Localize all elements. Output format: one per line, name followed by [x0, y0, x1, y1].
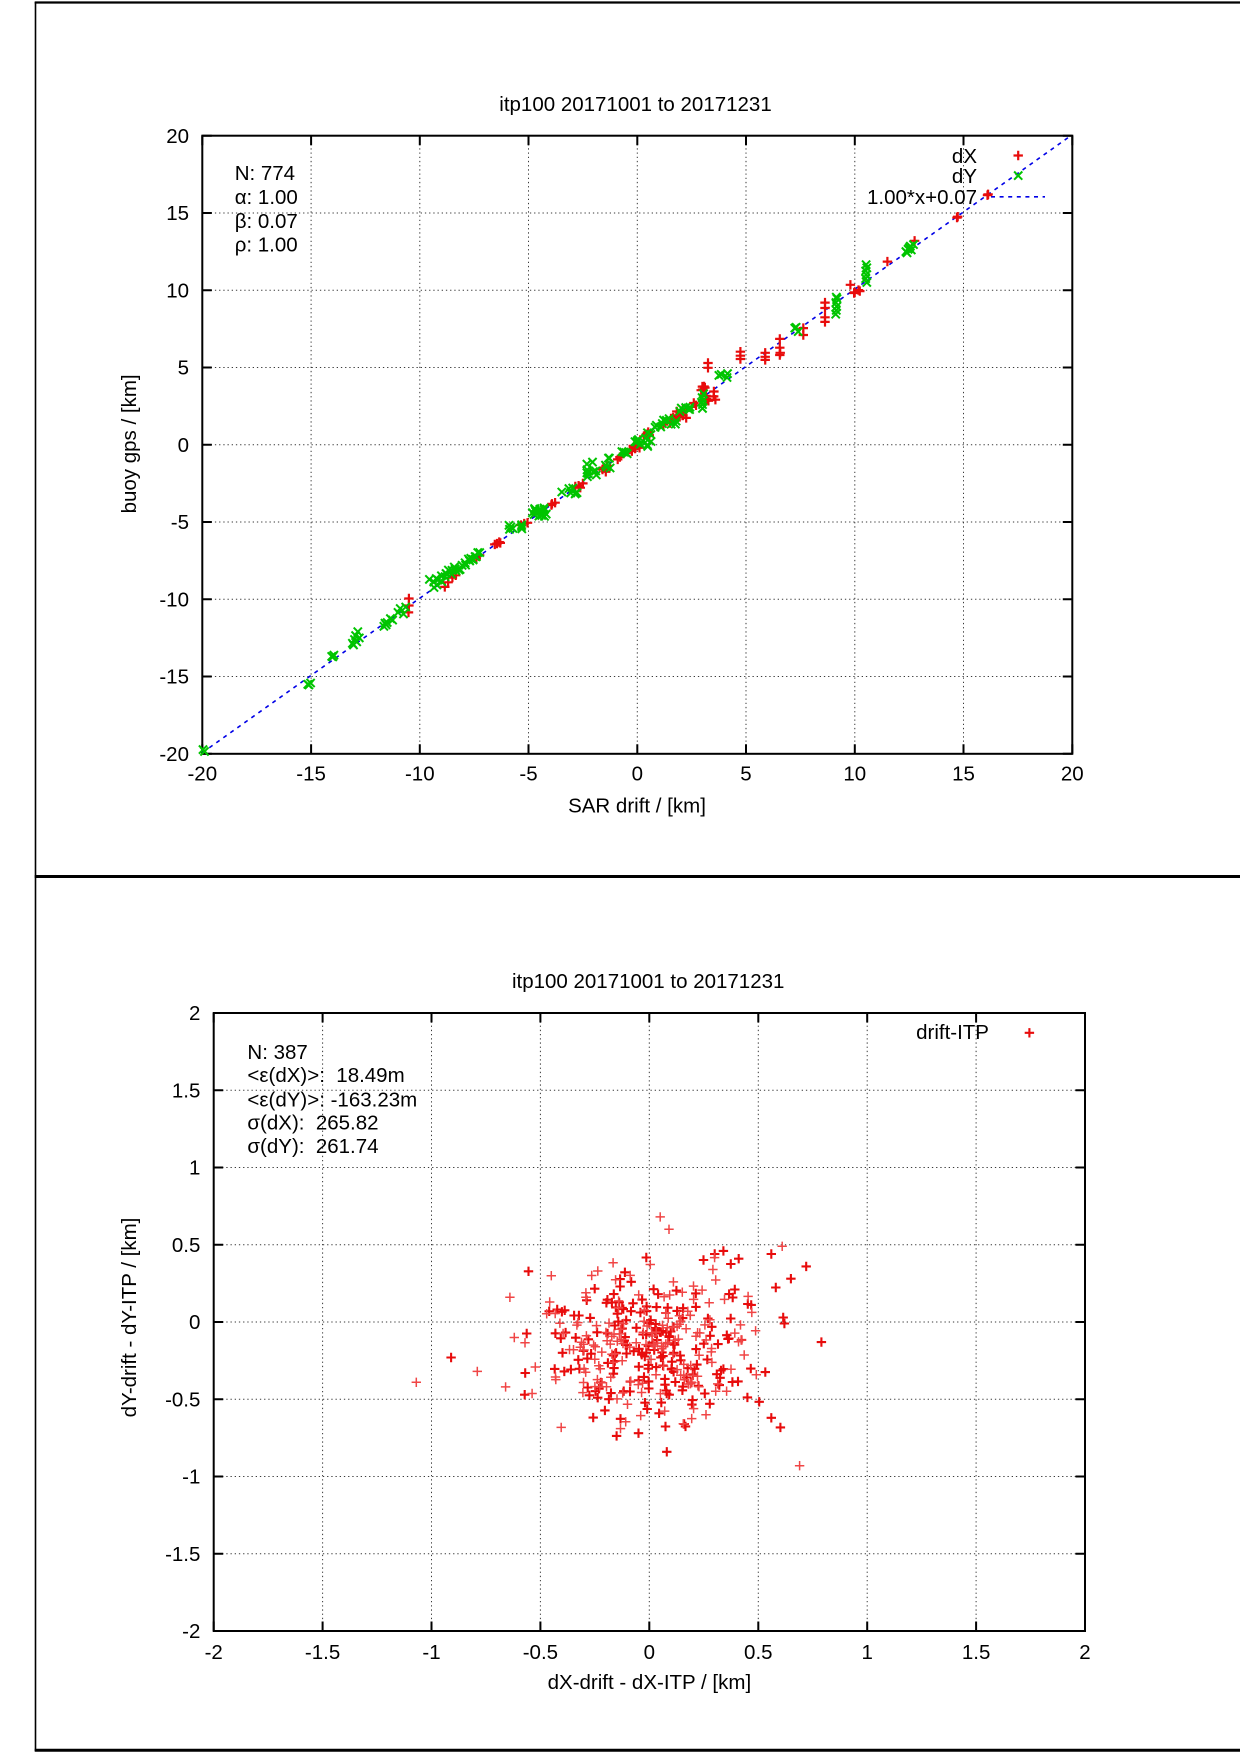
- svg-text:-1: -1: [422, 1641, 440, 1664]
- svg-text:0.5: 0.5: [744, 1641, 773, 1664]
- svg-text:β: 0.07: β: 0.07: [235, 210, 298, 233]
- svg-text:<ε(dX)>: 18.49m: <ε(dX)>: 18.49m: [247, 1064, 404, 1087]
- svg-text:α: 1.00: α: 1.00: [235, 186, 298, 209]
- svg-text:1.5: 1.5: [172, 1080, 201, 1103]
- svg-text:1: 1: [861, 1641, 872, 1664]
- svg-text:2: 2: [1079, 1641, 1090, 1664]
- svg-text:dY: dY: [952, 165, 977, 188]
- svg-text:-5: -5: [519, 763, 537, 786]
- svg-text:-20: -20: [159, 743, 189, 766]
- svg-text:itp100 20171001 to 20171231: itp100 20171001 to 20171231: [499, 93, 771, 116]
- svg-text:drift-ITP: drift-ITP: [916, 1021, 989, 1044]
- svg-text:-20: -20: [187, 763, 217, 786]
- svg-text:N: 387: N: 387: [247, 1041, 307, 1064]
- svg-text:1.00*x+0.07: 1.00*x+0.07: [867, 186, 977, 209]
- svg-text:-15: -15: [296, 763, 326, 786]
- svg-text:buoy gps / [km]: buoy gps / [km]: [118, 374, 141, 513]
- svg-text:<ε(dY)>: -163.23m: <ε(dY)>: -163.23m: [247, 1088, 417, 1111]
- svg-text:15: 15: [952, 763, 975, 786]
- svg-text:-10: -10: [405, 763, 435, 786]
- svg-text:ρ: 1.00: ρ: 1.00: [235, 234, 298, 257]
- svg-text:N: 774: N: 774: [235, 162, 295, 185]
- svg-text:0: 0: [178, 434, 189, 457]
- svg-text:20: 20: [166, 125, 189, 148]
- svg-text:-10: -10: [159, 589, 189, 612]
- svg-text:20: 20: [1061, 763, 1084, 786]
- svg-text:-5: -5: [171, 511, 189, 534]
- svg-text:0.5: 0.5: [172, 1234, 201, 1257]
- svg-text:SAR drift / [km]: SAR drift / [km]: [568, 795, 706, 818]
- svg-text:1: 1: [189, 1157, 200, 1180]
- svg-text:5: 5: [740, 763, 751, 786]
- svg-text:1.5: 1.5: [962, 1641, 991, 1664]
- svg-text:-0.5: -0.5: [523, 1641, 558, 1664]
- svg-text:-1.5: -1.5: [305, 1641, 340, 1664]
- svg-text:dX: dX: [952, 145, 977, 168]
- svg-text:5: 5: [178, 357, 189, 380]
- svg-text:-2: -2: [182, 1620, 200, 1643]
- svg-text:0: 0: [632, 763, 643, 786]
- svg-text:itp100 20171001 to 20171231: itp100 20171001 to 20171231: [512, 970, 784, 993]
- svg-text:-2: -2: [205, 1641, 223, 1664]
- svg-text:0: 0: [189, 1311, 200, 1334]
- svg-text:dY-drift - dY-ITP / [km]: dY-drift - dY-ITP / [km]: [118, 1218, 141, 1418]
- svg-text:10: 10: [166, 279, 189, 302]
- svg-text:0: 0: [644, 1641, 655, 1664]
- svg-text:2: 2: [189, 1002, 200, 1025]
- svg-text:15: 15: [166, 202, 189, 225]
- svg-text:dX-drift - dX-ITP / [km]: dX-drift - dX-ITP / [km]: [548, 1671, 752, 1694]
- svg-text:10: 10: [843, 763, 866, 786]
- svg-text:σ(dY): 261.74: σ(dY): 261.74: [247, 1135, 378, 1158]
- svg-text:-15: -15: [159, 666, 189, 689]
- svg-text:-1: -1: [182, 1466, 200, 1489]
- svg-text:-0.5: -0.5: [165, 1389, 200, 1412]
- svg-text:-1.5: -1.5: [165, 1543, 200, 1566]
- svg-text:σ(dX): 265.82: σ(dX): 265.82: [247, 1112, 378, 1135]
